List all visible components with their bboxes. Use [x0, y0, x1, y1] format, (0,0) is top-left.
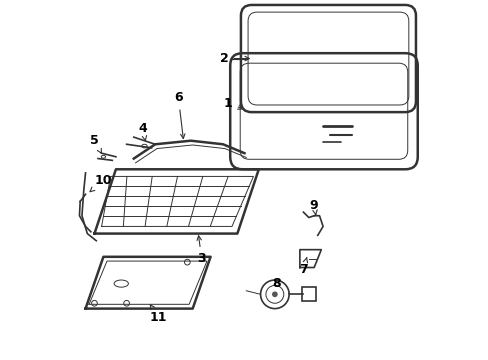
- Text: 6: 6: [174, 91, 184, 139]
- Text: 9: 9: [309, 198, 318, 215]
- Circle shape: [271, 292, 277, 297]
- Bar: [301, 287, 315, 301]
- Text: 1: 1: [224, 97, 242, 110]
- Text: 4: 4: [138, 122, 147, 141]
- Text: 8: 8: [272, 277, 281, 290]
- Text: 11: 11: [150, 305, 167, 324]
- Text: 7: 7: [299, 257, 307, 276]
- Text: 2: 2: [219, 52, 249, 65]
- Text: 10: 10: [90, 174, 112, 192]
- Text: 3: 3: [197, 236, 205, 265]
- Text: 5: 5: [90, 134, 101, 153]
